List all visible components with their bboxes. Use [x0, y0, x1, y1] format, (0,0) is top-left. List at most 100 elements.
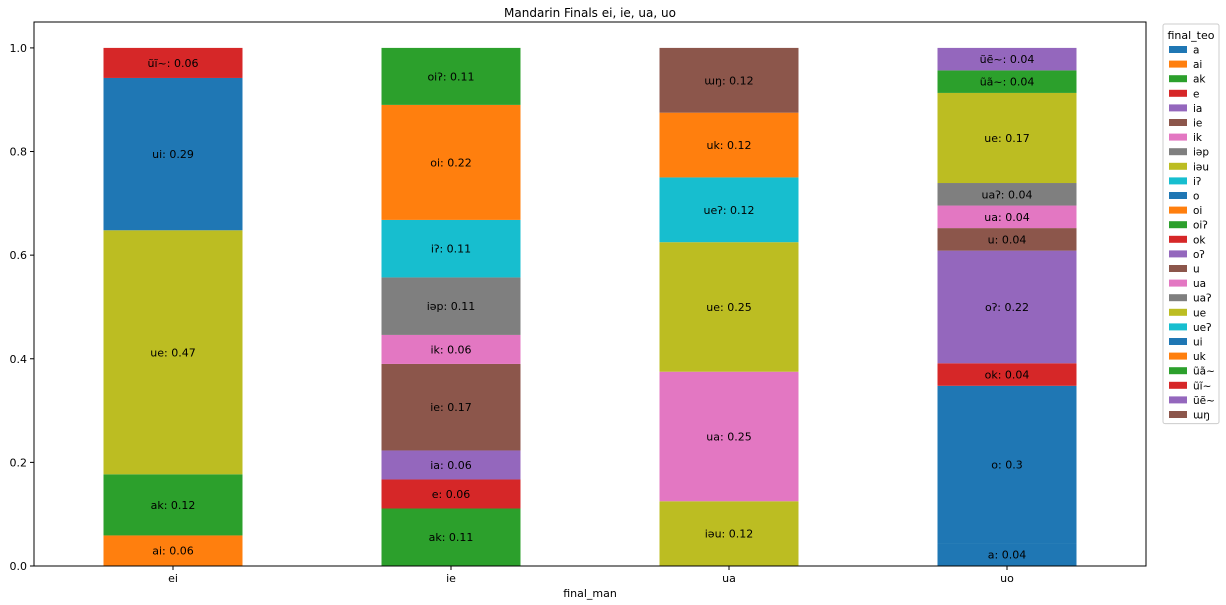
legend-entry: e	[1193, 88, 1199, 100]
legend-entry: uk	[1193, 351, 1207, 363]
data-label: ia: 0.06	[430, 459, 472, 472]
bar-segment-uo-2	[937, 363, 1077, 386]
legend-entry: ueʔ	[1193, 322, 1211, 334]
bar-segment-ua-5	[659, 47, 799, 113]
legend-swatch	[1169, 221, 1187, 229]
data-label: ue: 0.17	[984, 132, 1029, 145]
legend-entry: ak	[1193, 74, 1206, 86]
legend-swatch	[1169, 338, 1187, 345]
bar-segment-uo-4	[937, 228, 1077, 251]
data-label: ua: 0.04	[984, 211, 1029, 224]
y-tick-label: 0.6	[10, 249, 28, 262]
x-tick-label: ei	[168, 572, 178, 585]
data-label: iʔ: 0.11	[431, 243, 471, 256]
data-label: a: 0.04	[988, 549, 1026, 562]
data-label: iəu: 0.12	[705, 528, 754, 541]
legend-swatch	[1169, 265, 1187, 272]
data-label: ok: 0.04	[985, 369, 1030, 382]
data-label: uk: 0.12	[706, 139, 751, 152]
data-label: oiʔ: 0.11	[427, 70, 474, 83]
legend-swatch	[1169, 104, 1187, 112]
legend-entry: ũĩ~	[1193, 380, 1211, 392]
data-label: oʔ: 0.22	[985, 301, 1029, 314]
legend-entry: u	[1193, 264, 1200, 276]
legend-entry: ia	[1193, 103, 1202, 115]
bar-segment-uo-0	[937, 543, 1077, 566]
data-label: u: 0.04	[988, 233, 1027, 246]
x-tick-label: uo	[1000, 572, 1014, 585]
legend-entry: oi	[1193, 205, 1202, 217]
legend-entry: ɯŋ	[1193, 410, 1210, 422]
legend-swatch	[1169, 75, 1187, 83]
legend-entry: iəp	[1193, 147, 1209, 159]
legend-swatch	[1169, 177, 1187, 185]
legend-swatch	[1169, 148, 1187, 156]
data-label: ak: 0.12	[151, 499, 196, 512]
bar-segment-ua-2	[659, 242, 799, 372]
data-label: ua: 0.25	[706, 430, 751, 443]
legend-entry: ie	[1193, 118, 1202, 130]
legend-swatch	[1169, 162, 1187, 170]
bar-segment-uo-6	[937, 183, 1077, 206]
legend-entry: ua	[1193, 278, 1206, 290]
legend-swatch	[1169, 381, 1187, 389]
plot-frame	[33, 21, 1147, 567]
data-label: ai: 0.06	[152, 545, 194, 558]
data-label: o: 0.3	[991, 459, 1022, 472]
bar-segment-ie-3	[381, 363, 521, 451]
data-label: ũã~: 0.04	[980, 76, 1035, 89]
data-label: ue: 0.47	[150, 346, 195, 359]
legend-title: final_teo	[1167, 29, 1214, 42]
y-tick-label: 0.2	[10, 456, 28, 469]
bar-segment-ei-1	[103, 474, 243, 536]
legend-swatch	[1169, 119, 1187, 126]
bar-segment-ie-6	[381, 219, 521, 278]
bar-segment-ie-0	[381, 508, 521, 566]
legend-entry: o	[1193, 191, 1199, 203]
legend-entry: iʔ	[1193, 176, 1201, 188]
data-label: iəp: 0.11	[427, 300, 476, 313]
legend-entry: oiʔ	[1193, 220, 1208, 232]
legend-swatch	[1169, 352, 1187, 360]
legend-swatch	[1169, 279, 1187, 287]
y-tick-label: 1.0	[10, 42, 28, 55]
y-tick-label: 0.0	[10, 560, 28, 573]
legend-swatch	[1169, 250, 1187, 258]
bar-segment-ie-2	[381, 450, 521, 480]
legend-entry: ũẽ~	[1193, 395, 1215, 407]
legend-entry: ue	[1193, 307, 1206, 319]
legend-swatch	[1169, 396, 1187, 404]
bar-segment-uo-3	[937, 250, 1077, 364]
bar-segment-ua-0	[659, 501, 799, 566]
x-tick-label: ua	[722, 572, 736, 585]
data-label: ak: 0.11	[429, 531, 474, 544]
data-label: ue: 0.25	[706, 301, 751, 314]
bar-segment-ua-4	[659, 112, 799, 178]
bar-segment-uo-9	[937, 47, 1077, 71]
y-tick-label: 0.8	[10, 146, 28, 159]
legend-entry: ok	[1193, 234, 1206, 246]
bar-segment-ie-4	[381, 334, 521, 364]
bar-segment-ie-7	[381, 104, 521, 220]
data-label: uaʔ: 0.04	[981, 188, 1032, 201]
bar-segment-uo-7	[937, 92, 1077, 184]
chart-title: Mandarin Finals ei, ie, ua, uo	[504, 6, 676, 20]
legend-swatch	[1169, 308, 1187, 316]
legend-swatch	[1169, 206, 1187, 214]
legend-entry: uaʔ	[1193, 293, 1211, 305]
legend-entry: oʔ	[1193, 249, 1205, 261]
bar-segment-ei-3	[103, 77, 243, 231]
legend-swatch	[1169, 294, 1187, 302]
bar-segment-ei-0	[103, 535, 243, 566]
legend-swatch	[1169, 133, 1187, 141]
data-label: ueʔ: 0.12	[703, 204, 754, 217]
bar-segment-ei-4	[103, 47, 243, 78]
data-label: ie: 0.17	[430, 401, 472, 414]
legend-swatch	[1169, 192, 1187, 199]
legend-swatch	[1169, 367, 1187, 375]
legend-entry: ik	[1193, 132, 1203, 144]
legend-swatch	[1169, 89, 1187, 97]
legend-swatch	[1169, 235, 1187, 243]
